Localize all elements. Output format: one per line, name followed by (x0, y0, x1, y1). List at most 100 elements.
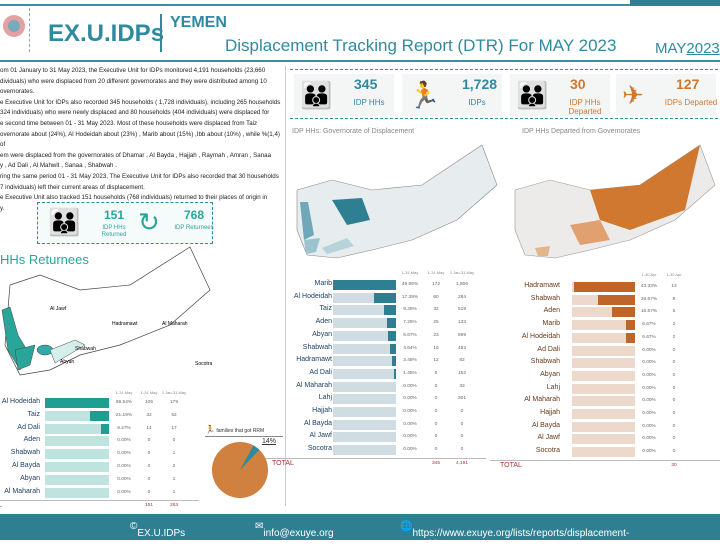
row-pct: 0.00% (403, 434, 417, 440)
map-label-shabwah: Shabwah (75, 346, 96, 352)
table-row: Aden 16.67% 5 (510, 307, 720, 318)
returned-summary: 👪 151 IDP HHs Returned ↻ 768 IDP Returne… (37, 202, 214, 244)
family-icon: 👪 (516, 80, 549, 110)
row-hh: 2 (672, 322, 676, 328)
row-ytd: 133 (457, 320, 466, 326)
footer-url[interactable]: 🌐 https://www.exuye.org/lists/reports/di… (400, 521, 630, 550)
row-bar (333, 445, 396, 456)
stat-value: 1,728 (462, 76, 498, 92)
table-row: Socotra 0.00% 0 (510, 447, 720, 458)
row-may: 172 (431, 282, 440, 287)
row-name: Socotra (307, 445, 332, 453)
stat-hhs-departed: 👪 30 IDP HHs Departed (510, 74, 610, 116)
rrm-label: families that got RRM (216, 428, 265, 434)
row-may: 0 (434, 383, 438, 389)
row-name: Al Maharah (524, 396, 560, 404)
report-title: Displacement Tracking Report (DTR) For M… (225, 36, 617, 55)
row-ytd: 0 (460, 447, 464, 453)
email-link[interactable]: info@exuye.org (263, 528, 334, 539)
row-ytd: 1 (172, 476, 176, 482)
row-pct: 0.00% (642, 360, 656, 366)
row-may: 0 (147, 489, 151, 495)
column-header: 1-30 Apr (641, 272, 657, 277)
seal-logo (0, 8, 30, 52)
table-row: Al Bayda 0.00% 0 0 (290, 419, 485, 431)
url-link[interactable]: https://www.exuye.org/lists/reports/disp… (412, 528, 630, 550)
table-row: Al Jawf 0.00% 0 (510, 434, 720, 445)
column-header: 1-31 May (115, 390, 133, 395)
row-pct: 26.67% (640, 296, 658, 302)
row-ytd: 1,806 (455, 282, 468, 287)
row-name: Taiz (27, 410, 40, 418)
row-may: 32 (146, 412, 152, 418)
row-bar-fill (100, 423, 109, 434)
row-pct: 0.00% (642, 385, 656, 391)
row-name: Lahj (546, 383, 560, 391)
footer-email[interactable]: ✉ info@exuye.org (255, 521, 334, 539)
row-bar-fill (387, 330, 396, 341)
row-bar (45, 423, 109, 434)
top-accent-bar (630, 0, 720, 6)
total-rule (0, 500, 199, 502)
row-bar-fill (390, 343, 396, 354)
row-bar (333, 356, 396, 367)
governorates-map (296, 144, 498, 259)
row-may: 14 (146, 425, 152, 431)
row-ytd: 17 (171, 425, 177, 431)
row-name: Marib (314, 280, 332, 287)
row-may: 0 (434, 421, 438, 427)
row-bar (45, 487, 109, 498)
governorates-map-title: IDP HHs: Governorate of Displacement (292, 128, 415, 135)
row-name: Shabwah (530, 294, 560, 302)
year: 2023 (686, 40, 720, 57)
row-may: 25 (433, 320, 439, 326)
intro-line: overnorates. (0, 88, 35, 96)
row-pct: 0.00% (642, 372, 656, 378)
column-header: 1 Jan-31 May (161, 390, 187, 395)
row-bar (333, 419, 396, 430)
total-ytd: 4,191 (455, 460, 468, 466)
row-pct: 0.00% (403, 383, 417, 389)
row-hh: 0 (672, 436, 676, 442)
running-person-icon: 🏃 (408, 80, 441, 110)
table-row: Abyan 6.67% 23 699 (290, 330, 485, 342)
row-ytd: 1 (172, 451, 176, 457)
row-ytd: 82 (459, 358, 465, 364)
row-bar (45, 474, 109, 485)
row-name: Lahj (318, 394, 332, 402)
report-month: MAY2023 (655, 40, 720, 57)
row-bar (572, 307, 635, 318)
row-bar (572, 332, 635, 343)
table-row: Ad Dali 1.45% 5 152 (290, 368, 485, 380)
row-name: Al Bayda (11, 462, 40, 469)
table-row: Al Bayda 0.00% 0 2 (0, 462, 210, 473)
row-ytd: 52 (171, 412, 177, 418)
row-pct: 21.19% (115, 412, 133, 418)
row-name: Hajjah (540, 409, 560, 416)
row-may: 0 (434, 409, 438, 414)
map-label-hadramawt: Hadramawt (112, 321, 138, 327)
row-name: Shabwah (10, 449, 40, 457)
table-row: Al Bayda 0.00% 0 (510, 421, 720, 433)
departed-table: 1-30 Apr 1-30 Apr Hadramawt 43.33% 13 Shabwah… (490, 270, 720, 470)
row-may: 32 (433, 307, 439, 313)
returned-hh-label: IDP HHs Returned (101, 225, 127, 238)
row-ytd: 0 (172, 438, 176, 444)
stat-idp-hhs: 👪 345 IDP HHs (294, 74, 394, 116)
row-pct: 0.00% (403, 447, 417, 453)
row-may: 0 (434, 447, 438, 453)
table-row: Al Hodeidah 17.39% 60 284 (290, 292, 485, 304)
row-bar (45, 410, 109, 421)
pie-slice-rrm (240, 445, 260, 470)
map-label-al-maharah: Al Maharah (162, 321, 188, 327)
footer-copyright: © EX.U.IDPs (130, 521, 186, 539)
row-name: Shabwah (302, 343, 332, 351)
row-ytd: 179 (169, 400, 178, 405)
row-bar (572, 294, 635, 305)
returned-ind-label: IDP Returnees (174, 225, 214, 231)
row-hh: 0 (672, 398, 676, 404)
map-label-socotra: Socotra (195, 361, 212, 367)
table-row: Al Jawf 0.00% 0 0 (290, 432, 485, 443)
stat-value: 127 (676, 76, 700, 92)
table-row: Lahj 0.00% 0 301 (290, 394, 485, 405)
